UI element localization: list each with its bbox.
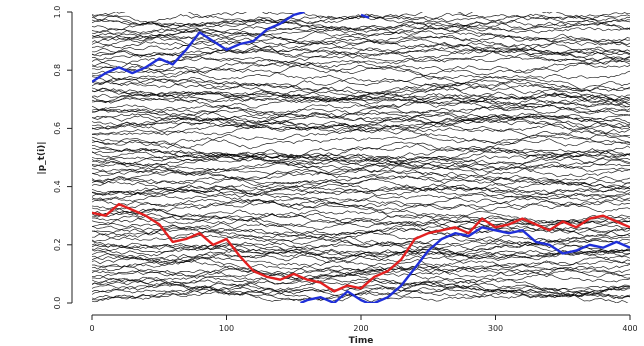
background-path (92, 228, 630, 260)
background-path (92, 249, 630, 276)
background-path (92, 152, 630, 175)
background-path (92, 192, 630, 210)
background-path (92, 104, 630, 131)
background-path (92, 89, 630, 103)
background-path (92, 169, 630, 202)
background-path (92, 114, 630, 136)
background-path (92, 81, 630, 103)
background-path (92, 285, 630, 303)
y-tick-label: 0.0 (53, 297, 62, 310)
background-path (92, 192, 630, 211)
background-path (92, 70, 630, 95)
x-tick-label: 100 (219, 324, 234, 333)
background-path (92, 75, 630, 102)
background-path (92, 113, 630, 144)
background-path (92, 58, 630, 76)
background-path (92, 276, 630, 297)
background-path (92, 248, 630, 262)
x-tick-label: 400 (622, 324, 637, 333)
background-path (92, 97, 630, 119)
background-path (92, 112, 630, 130)
background-path (92, 138, 630, 159)
background-path (92, 263, 630, 280)
background-path (92, 259, 630, 281)
background-path (92, 209, 630, 231)
y-axis-title: |p_t(i)| (37, 141, 47, 174)
y-tick-label: 0.4 (53, 180, 62, 193)
background-path (92, 282, 630, 298)
background-path (92, 148, 630, 166)
background-path (92, 288, 630, 303)
background-path (92, 70, 630, 115)
background-path (92, 249, 630, 266)
series-line-0 (92, 12, 305, 83)
background-path (92, 37, 630, 69)
y-tick-label: 0.6 (53, 122, 62, 135)
background-path (92, 73, 630, 98)
y-tick-label: 1.0 (53, 6, 62, 19)
series-line-1 (360, 13, 370, 19)
background-path (92, 91, 630, 114)
background-path (92, 123, 630, 145)
series-line-3 (92, 202, 630, 293)
background-path (92, 87, 630, 108)
background-path (92, 95, 630, 114)
background-path (92, 184, 630, 197)
background-path (92, 182, 630, 197)
ticks-layer: 0 100 200 300 400 0.0 0.2 0.4 0.6 0.8 1.0 (53, 6, 638, 333)
series-layer (92, 12, 630, 303)
background-path (92, 19, 630, 43)
background-path (92, 61, 630, 90)
background-path (92, 50, 630, 76)
background-path (92, 83, 630, 104)
background-path (92, 232, 630, 246)
background-path (92, 277, 630, 301)
background-path (92, 140, 630, 165)
background-path (92, 47, 630, 59)
background-path (92, 243, 630, 274)
background-path (92, 12, 630, 28)
x-tick-label: 200 (353, 324, 368, 333)
background-path (92, 278, 630, 302)
background-path (92, 19, 630, 38)
background-path (92, 27, 630, 60)
background-path (92, 117, 630, 144)
background-path (92, 17, 630, 43)
background-path (92, 176, 630, 208)
x-axis-title: Time (349, 336, 374, 346)
background-path (92, 13, 630, 31)
background-path (92, 244, 630, 263)
background-path (92, 174, 630, 193)
y-tick-label: 0.2 (53, 238, 62, 251)
background-path (92, 214, 630, 242)
x-tick-label: 0 (89, 324, 94, 333)
background-path (92, 40, 630, 65)
background-path (92, 33, 630, 65)
background-path (92, 145, 630, 163)
background-path (92, 153, 630, 178)
background-path (92, 168, 630, 190)
background-path (92, 106, 630, 130)
series-line-2 (300, 226, 630, 303)
background-path (92, 208, 630, 257)
background-path (92, 168, 630, 193)
background-path (92, 191, 630, 214)
background-path (92, 30, 630, 55)
x-tick-label: 300 (488, 324, 503, 333)
y-tick-label: 0.8 (53, 64, 62, 77)
background-path (92, 159, 630, 175)
background-path (92, 42, 630, 70)
